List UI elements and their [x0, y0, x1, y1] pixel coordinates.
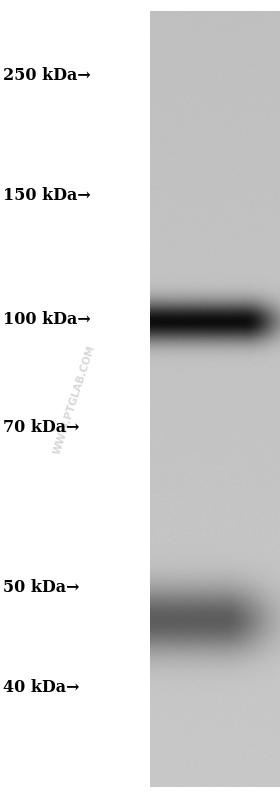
Text: 100 kDa→: 100 kDa→ — [3, 311, 90, 328]
Text: 50 kDa→: 50 kDa→ — [3, 578, 79, 596]
Text: 70 kDa→: 70 kDa→ — [3, 419, 79, 436]
Text: 40 kDa→: 40 kDa→ — [3, 678, 79, 696]
Text: 150 kDa→: 150 kDa→ — [3, 187, 90, 205]
Text: WWW.PTGLAB.COM: WWW.PTGLAB.COM — [52, 344, 97, 455]
Text: 250 kDa→: 250 kDa→ — [3, 67, 90, 85]
